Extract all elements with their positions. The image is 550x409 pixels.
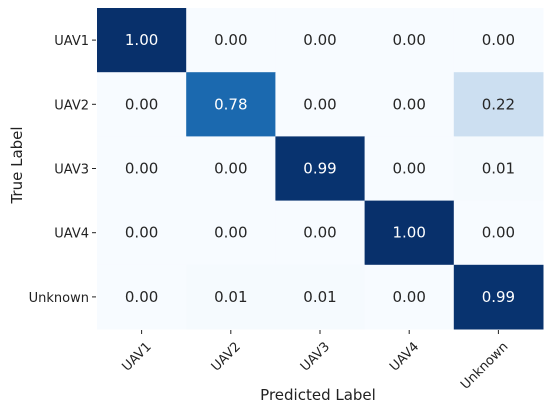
- heatmap-cell-r3-c4: [453, 200, 544, 266]
- heatmap-cell-r2-c0: [97, 136, 187, 202]
- cell-value-label-r2-c1: 0.00: [214, 160, 247, 178]
- heatmap-cell-r0-c4: [453, 8, 544, 73]
- y-axis-title: True Label: [8, 126, 26, 204]
- heatmap-cell-r1-c3: [364, 72, 455, 137]
- heatmap-cell-r3-c2: [275, 200, 366, 266]
- cell-value-label-r2-c3: 0.00: [392, 160, 425, 178]
- y-axis-ticks: UAV1 UAV2 UAV3 UAV4 Unknown: [29, 34, 96, 306]
- heatmap-cell-r1-c1: [186, 72, 276, 137]
- cell-value-label-r3-c0: 0.00: [125, 224, 158, 242]
- cell-value-label-r4-c2: 0.01: [303, 288, 336, 306]
- x-axis-title: Predicted Label: [260, 386, 376, 404]
- cell-value-label-r1-c3: 0.00: [392, 95, 425, 113]
- y-tick-label-4: Unknown: [29, 291, 89, 306]
- cell-value-label-r4-c4: 0.99: [482, 288, 515, 306]
- heatmap-cell-r3-c3: [364, 200, 455, 266]
- heatmap-cell-r2-c4: [453, 136, 544, 202]
- cell-value-label-r0-c0: 1.00: [125, 31, 158, 49]
- cell-value-label-r3-c4: 0.00: [482, 224, 515, 242]
- heatmap-cell-r2-c1: [186, 136, 276, 202]
- cell-value-label-r0-c3: 0.00: [392, 31, 425, 49]
- x-axis-ticks: UAV1 UAV2 UAV3 UAV4 Unknown: [119, 330, 511, 393]
- cell-value-label-r0-c1: 0.00: [214, 31, 247, 49]
- heatmap-cell-r4-c2: [275, 264, 366, 330]
- cell-value-label-r2-c4: 0.01: [482, 160, 515, 178]
- heatmap-cell-r4-c0: [97, 264, 187, 330]
- heatmap-cell-r4-c4: [453, 264, 544, 330]
- cell-value-label-r0-c4: 0.00: [482, 31, 515, 49]
- x-tick-label-1: UAV2: [209, 339, 244, 374]
- heatmap-cell-r3-c1: [186, 200, 276, 266]
- cell-value-label-r1-c0: 0.00: [125, 95, 158, 113]
- x-tick-label-4: Unknown: [458, 339, 511, 392]
- cell-value-label-r2-c2: 0.99: [303, 160, 336, 178]
- heatmap-cell-labels: 1.00 0.00 0.00 0.00 0.00 0.00 0.78 0.00 0.00 0.22…: [125, 31, 515, 306]
- y-tick-label-1: UAV2: [54, 98, 89, 113]
- heatmap-cell-r3-c0: [97, 200, 187, 266]
- y-tick-label-2: UAV3: [54, 163, 89, 178]
- heatmap-cell-r0-c2: [275, 8, 366, 73]
- cell-value-label-r3-c3: 1.00: [392, 224, 425, 242]
- cell-value-label-r1-c2: 0.00: [303, 95, 336, 113]
- heatmap-cell-r0-c0: [97, 8, 187, 73]
- cell-value-label-r3-c1: 0.00: [214, 224, 247, 242]
- cell-value-label-r3-c2: 0.00: [303, 224, 336, 242]
- heatmap-cell-r1-c4: [453, 72, 544, 137]
- cell-value-label-r1-c1: 0.78: [214, 95, 247, 113]
- y-tick-label-3: UAV4: [54, 227, 89, 242]
- cell-value-label-r4-c3: 0.00: [392, 288, 425, 306]
- cell-value-label-r0-c2: 0.00: [303, 31, 336, 49]
- heatmap-cell-r2-c3: [364, 136, 455, 202]
- heatmap-cell-r2-c2: [275, 136, 366, 202]
- heatmap-cell-r0-c1: [186, 8, 276, 73]
- heatmap-cells: [97, 8, 544, 330]
- x-tick-label-3: UAV4: [387, 339, 422, 374]
- y-tick-label-0: UAV1: [54, 34, 89, 49]
- cell-value-label-r1-c4: 0.22: [482, 95, 515, 113]
- cell-value-label-r4-c0: 0.00: [125, 288, 158, 306]
- cell-value-label-r2-c0: 0.00: [125, 160, 158, 178]
- heatmap-cell-r1-c2: [275, 72, 366, 137]
- cell-value-label-r4-c1: 0.01: [214, 288, 247, 306]
- heatmap-cell-r4-c1: [186, 264, 276, 330]
- heatmap-cell-r0-c3: [364, 8, 455, 73]
- heatmap-cell-r4-c3: [364, 264, 455, 330]
- heatmap-cell-r1-c0: [97, 72, 187, 137]
- x-tick-label-0: UAV1: [119, 339, 154, 374]
- x-tick-label-2: UAV3: [298, 339, 333, 374]
